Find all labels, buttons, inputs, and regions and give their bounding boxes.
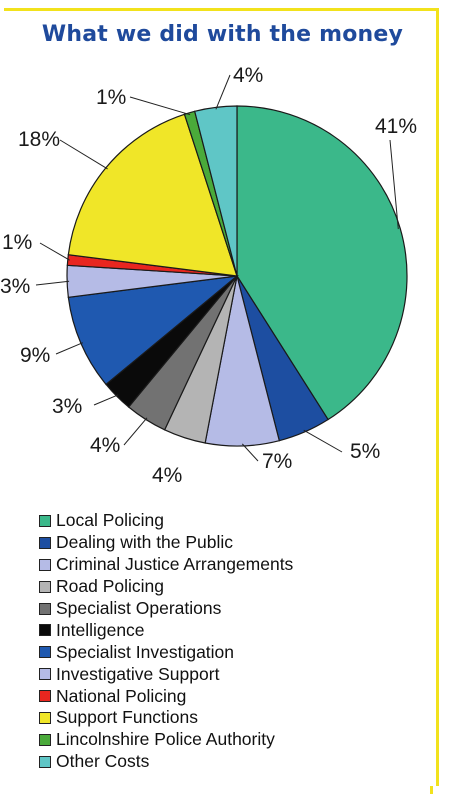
legend-swatch xyxy=(39,536,51,549)
frame-border-tail xyxy=(430,786,433,794)
legend-label: Investigative Support xyxy=(56,663,220,684)
data-label: 7% xyxy=(262,450,292,473)
legend-swatch xyxy=(39,514,51,527)
pie-chart: 41% 5% 7% 4% 4% 3% 9% 3% 1% 18% 1% 4% xyxy=(0,64,417,487)
data-label: 18% xyxy=(18,128,60,151)
legend-swatch xyxy=(39,668,51,681)
data-label: 3% xyxy=(0,275,30,298)
chart-title: What we did with the money xyxy=(41,22,404,47)
legend-swatch xyxy=(39,602,51,615)
legend-item: Specialist Operations xyxy=(39,598,293,620)
legend-label: Local Policing xyxy=(56,510,164,531)
data-label: 9% xyxy=(20,344,50,367)
data-label: 1% xyxy=(96,86,126,109)
legend-item: Investigative Support xyxy=(39,663,293,685)
legend-swatch xyxy=(39,733,51,746)
legend-label: Intelligence xyxy=(56,619,145,640)
legend-item: Other Costs xyxy=(39,751,293,773)
data-label: 1% xyxy=(2,231,32,254)
legend-label: Specialist Operations xyxy=(56,598,222,618)
legend-item: Specialist Investigation xyxy=(39,641,293,663)
data-label: 4% xyxy=(90,434,120,457)
legend-item: Road Policing xyxy=(39,576,293,598)
legend-label: Other Costs xyxy=(56,751,150,772)
legend-label: Dealing with the Public xyxy=(56,532,234,553)
pie-slice-local-policing xyxy=(236,105,408,421)
legend-swatch xyxy=(39,646,51,659)
legend-item: Support Functions xyxy=(39,707,293,729)
legend-item: Local Policing xyxy=(39,510,293,532)
legend-label: Road Policing xyxy=(56,576,164,597)
leader-line xyxy=(215,74,231,110)
leader-line xyxy=(59,139,108,170)
data-label: 4% xyxy=(152,464,182,487)
chart-frame xyxy=(4,8,439,786)
legend-swatch xyxy=(39,755,51,768)
leader-line xyxy=(55,342,83,355)
legend-label: Specialist Investigation xyxy=(56,641,235,662)
legend-label: Criminal Justice Arrangements xyxy=(56,554,294,575)
leader-line xyxy=(241,443,259,462)
chart-legend: Local Policing Dealing with the Public Cri… xyxy=(39,510,293,773)
legend-item: Intelligence xyxy=(39,619,293,641)
leader-line xyxy=(123,417,148,446)
legend-swatch xyxy=(39,624,51,637)
legend-label: Support Functions xyxy=(56,707,199,728)
legend-item: Dealing with the Public xyxy=(39,532,293,554)
leader-line xyxy=(129,96,191,116)
leader-line xyxy=(303,429,343,453)
legend-item: Criminal Justice Arrangements xyxy=(39,554,293,576)
leader-line xyxy=(93,394,119,406)
data-label: 41% xyxy=(375,115,417,138)
data-label: 3% xyxy=(52,395,82,418)
leader-line xyxy=(35,280,70,286)
leader-line xyxy=(39,242,70,261)
legend-item: National Policing xyxy=(39,685,293,707)
legend-swatch xyxy=(39,711,51,724)
data-label: 5% xyxy=(350,440,380,463)
legend-label: Lincolnshire Police Authority xyxy=(56,729,275,750)
legend-swatch xyxy=(39,580,51,593)
pie-slice-other-costs xyxy=(193,105,238,277)
leader-line xyxy=(389,139,399,230)
legend-swatch xyxy=(39,690,51,703)
legend-label: National Policing xyxy=(56,685,187,706)
legend-swatch xyxy=(39,558,51,571)
data-label: 4% xyxy=(233,64,263,87)
legend-item: Lincolnshire Police Authority xyxy=(39,729,293,751)
